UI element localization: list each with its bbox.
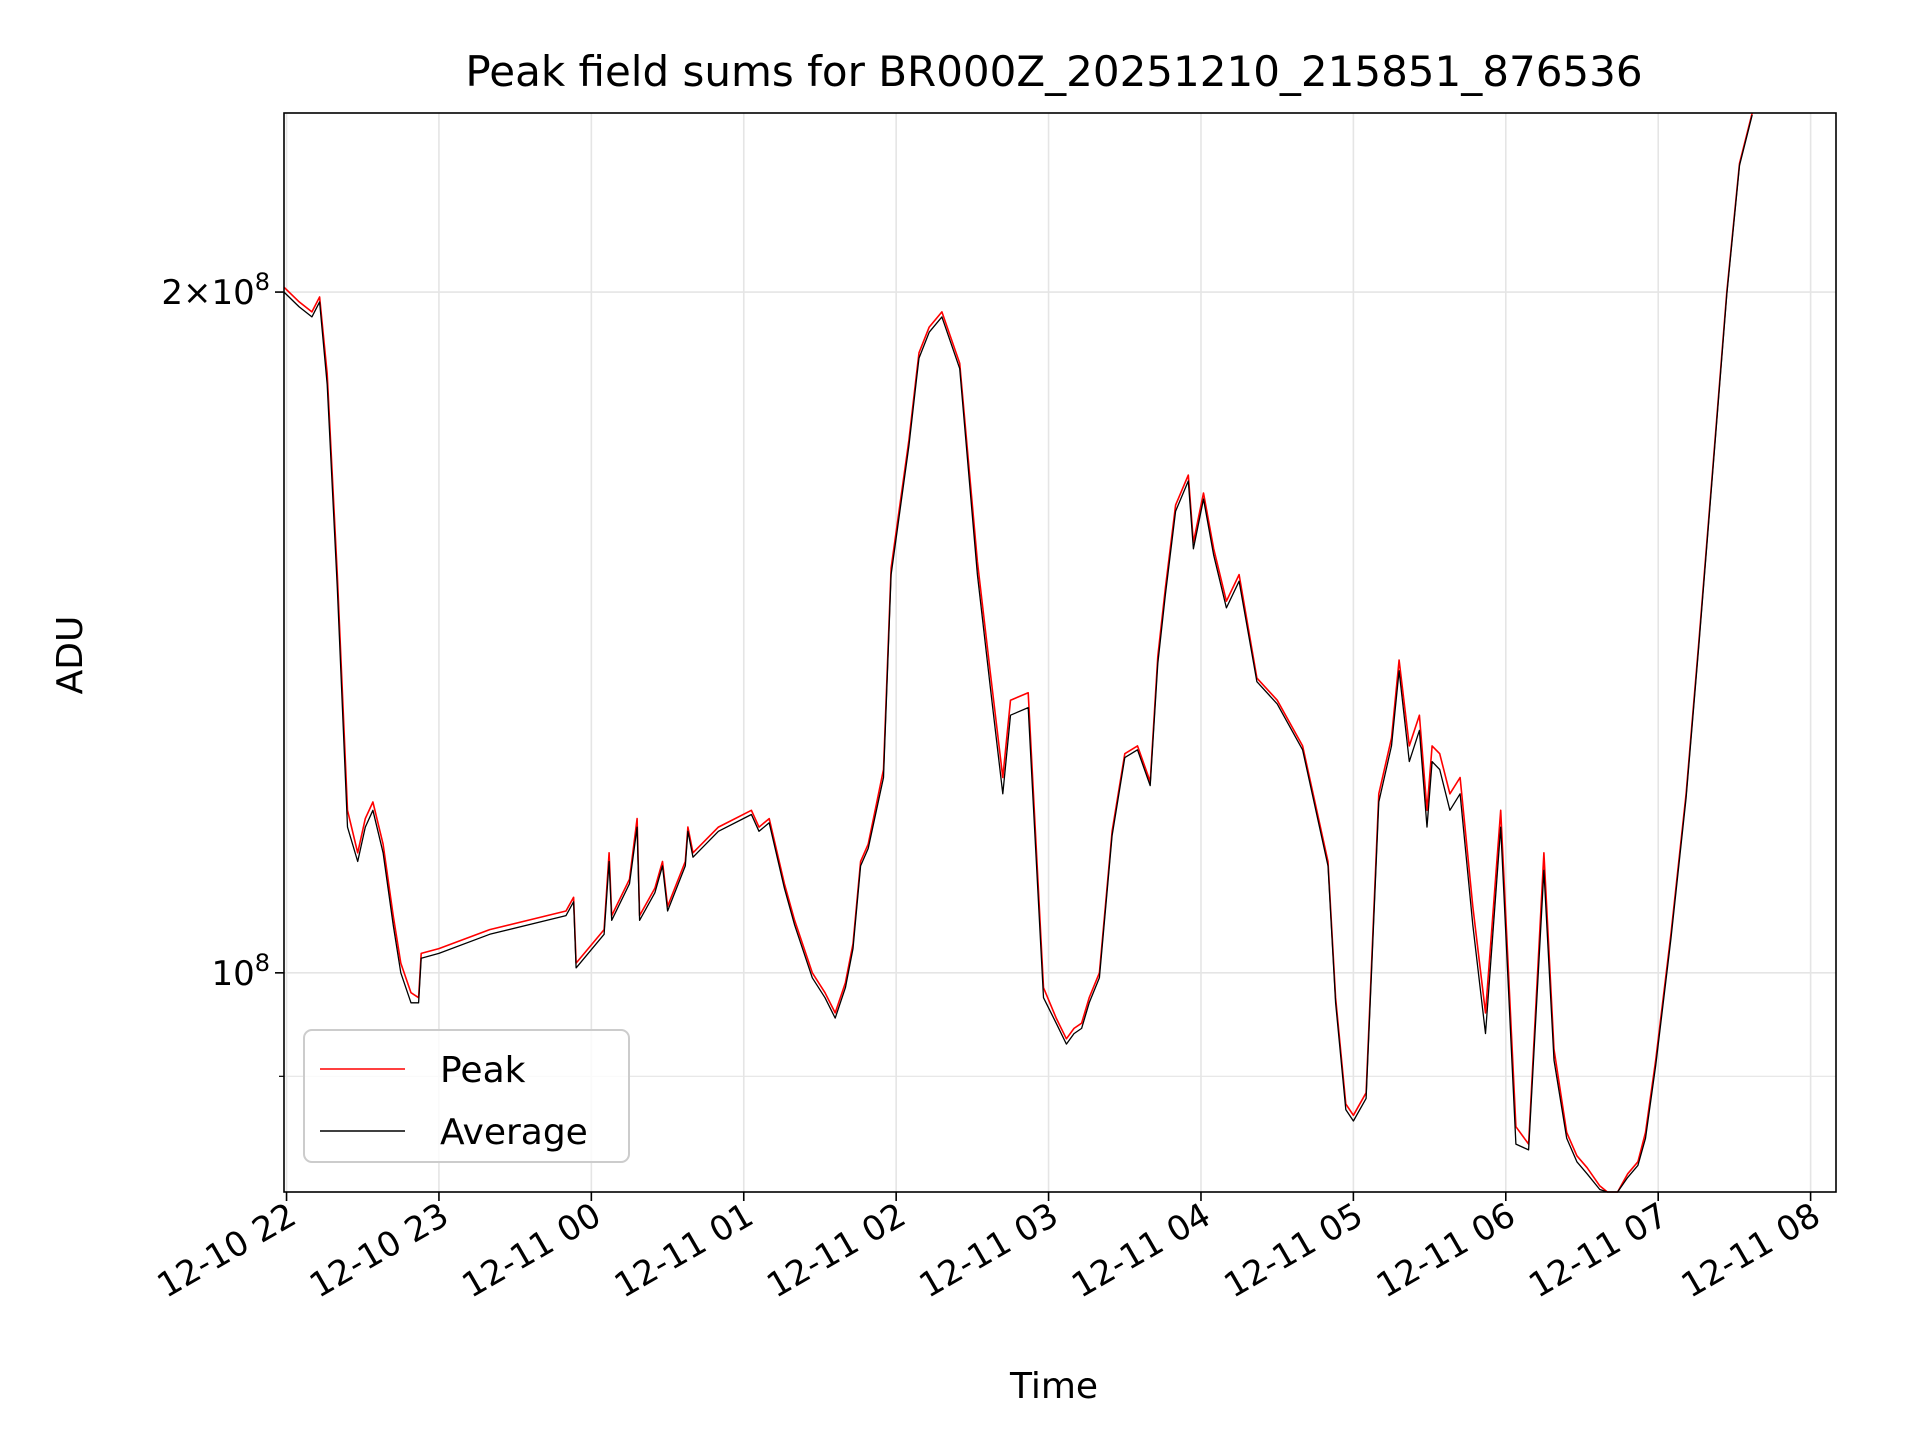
- x-axis-label: Time: [1009, 1366, 1098, 1407]
- series-layer: [283, 112, 1753, 1193]
- series-average-line: [283, 114, 1753, 1193]
- legend: Peak Average: [303, 1029, 630, 1163]
- grid: [284, 113, 1836, 1192]
- y-tick-label: 108: [211, 949, 270, 994]
- legend-average-label: Average: [440, 1112, 588, 1153]
- y-tick-label: 2×108: [161, 268, 270, 313]
- chart-title: Peak field sums for BR000Z_20251210_2158…: [465, 47, 1642, 96]
- legend-box: [303, 1029, 630, 1163]
- legend-peak-label: Peak: [440, 1050, 526, 1091]
- y-axis-label: ADU: [50, 616, 91, 695]
- plot-frame: [283, 112, 1837, 1193]
